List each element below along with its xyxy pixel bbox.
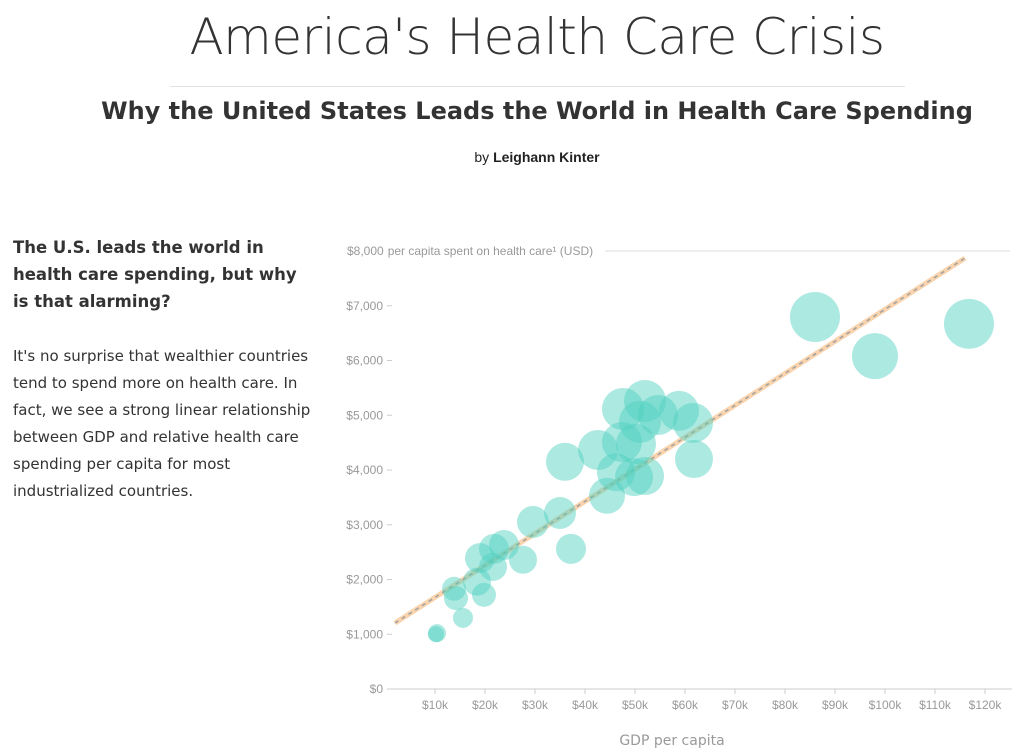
data-point-bubble: [472, 582, 496, 607]
data-point-bubble: [619, 400, 661, 443]
y-tick-label: $6,000: [346, 354, 383, 368]
y-tick-label: $7,000: [346, 299, 383, 313]
x-tick-label: $10k: [422, 698, 449, 712]
data-point-bubble: [546, 442, 584, 481]
data-point-bubble: [852, 333, 898, 380]
y-tick-label: $4,000: [346, 463, 383, 477]
x-tick-label: $60k: [672, 698, 699, 712]
data-point-bubble: [638, 394, 678, 435]
data-point-bubble: [428, 626, 444, 643]
author-name: Leighann Kinter: [493, 149, 600, 165]
data-point-bubble: [479, 533, 509, 564]
x-tick-label: $30k: [522, 698, 549, 712]
y-tick-label-value: $8,000: [347, 244, 384, 258]
data-point-bubble: [556, 533, 586, 564]
data-point-bubble: [544, 496, 576, 529]
data-point-bubble: [509, 545, 537, 574]
data-point-bubble: [463, 567, 491, 596]
data-point-bubble: [578, 430, 618, 471]
data-point-bubble: [479, 552, 507, 581]
x-tick-label: $110k: [919, 698, 952, 712]
data-point-bubble: [675, 440, 713, 479]
data-point-bubble: [442, 576, 466, 601]
article-heading: The U.S. leads the world in health care …: [13, 238, 297, 311]
y-axis-label: per capita spent on health care¹ (USD): [388, 244, 593, 258]
title-divider: [170, 86, 905, 87]
byline-prefix: by: [474, 149, 490, 165]
x-tick-label: $70k: [722, 698, 749, 712]
page-title: America's Health Care Crisis: [189, 8, 885, 66]
x-tick-label: $50k: [622, 698, 649, 712]
x-tick-label: $80k: [772, 698, 799, 712]
x-tick-label: $40k: [572, 698, 599, 712]
y-tick-label: $3,000: [346, 518, 383, 532]
data-point-bubble: [428, 624, 446, 643]
data-point-bubble: [465, 543, 495, 574]
y-tick-label: $1,000: [346, 627, 383, 641]
data-point-bubble: [517, 506, 549, 539]
x-axis-label: GDP per capita: [619, 733, 724, 749]
data-point-bubble: [589, 477, 625, 514]
data-point-bubble: [444, 586, 468, 611]
trendline-dashes: [394, 257, 966, 624]
data-point-bubble: [616, 423, 656, 464]
byline: by Leighann Kinter: [0, 149, 1021, 165]
x-tick-label: $100k: [869, 698, 903, 712]
data-point-bubble: [602, 387, 644, 430]
data-point-bubble: [673, 402, 713, 443]
y-tick-label: $5,000: [346, 408, 383, 422]
data-point-bubble: [602, 422, 642, 463]
y-tick-label: $2,000: [346, 573, 383, 587]
x-tick-label: $90k: [822, 698, 849, 712]
data-point-bubble: [615, 458, 653, 497]
article-paragraph: It's no surprise that wealthier countrie…: [13, 347, 311, 500]
data-point-bubble: [489, 530, 519, 561]
y-tick-label: $8,000 per capita spent on health care¹ (…: [347, 244, 593, 258]
x-tick-label: $120k: [969, 698, 1003, 712]
data-point-bubble: [597, 453, 635, 492]
data-point-bubble: [626, 457, 664, 496]
data-point-bubble: [453, 607, 473, 628]
data-point-bubble: [790, 291, 840, 342]
data-point-bubble: [944, 298, 994, 349]
data-point-bubble: [659, 390, 699, 431]
y-tick-label: $0: [370, 682, 384, 696]
x-tick-label: $20k: [472, 698, 499, 712]
data-point-bubble: [624, 380, 666, 423]
page-subtitle: Why the United States Leads the World in…: [101, 97, 973, 125]
